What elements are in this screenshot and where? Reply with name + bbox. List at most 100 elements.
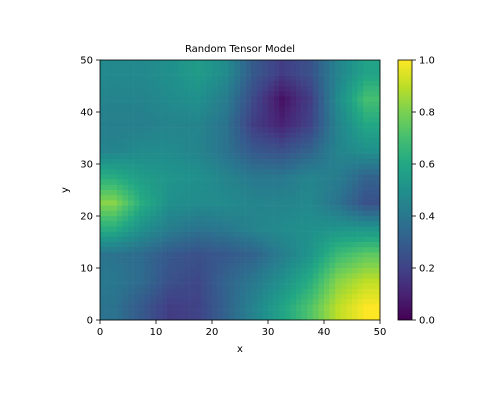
heatmap-cell [234,210,241,217]
heatmap-cell [368,252,375,258]
heatmap-cell [307,247,314,253]
heatmap-cell [262,138,269,144]
heatmap-cell [172,164,179,170]
heatmap-cell [318,247,325,253]
heatmap-cell [150,60,157,66]
y-tick-label: 50 [80,56,93,67]
heatmap-cell [324,231,330,238]
heatmap-cell [279,112,286,118]
heatmap-cell [273,132,280,139]
heatmap-cell [178,288,185,295]
heatmap-cell [245,268,252,274]
heatmap-cell [150,195,157,201]
heatmap-cell [178,169,185,175]
heatmap-cell [262,257,269,264]
heatmap-cell [167,80,174,87]
heatmap-cell [363,101,370,108]
heatmap-cell [128,216,134,222]
heatmap-cell [156,262,162,269]
heatmap-cell [312,205,319,212]
heatmap-cell [312,184,319,191]
heatmap-cell [156,242,162,248]
heatmap-cell [279,231,286,238]
heatmap-cell [156,143,162,149]
heatmap-cell [172,60,179,66]
heatmap-cell [329,86,336,92]
heatmap-cell [167,309,174,316]
heatmap-cell [374,101,381,108]
heatmap-cell [105,200,112,206]
heatmap-cell [100,158,106,165]
heatmap-cell [312,252,319,258]
heatmap-cell [100,216,106,222]
heatmap-cell [357,96,364,102]
heatmap-cell [150,101,157,108]
heatmap-cell [111,86,118,92]
heatmap-cell [172,216,179,222]
heatmap-cell [262,174,269,180]
heatmap-cell [284,179,291,186]
heatmap-cell [268,70,274,76]
heatmap-cell [273,210,280,217]
heatmap-cell [368,158,375,165]
heatmap-cell [256,304,263,310]
heatmap-cell [324,86,330,92]
heatmap-cell [262,132,269,139]
heatmap-cell [318,143,325,149]
heatmap-cell [273,195,280,201]
heatmap-cell [111,294,118,300]
heatmap-cell [307,257,314,264]
x-tick-label: 40 [318,327,331,338]
colorbar-tick-label: 0.6 [419,160,435,171]
heatmap-cell [335,288,342,295]
heatmap-cell [262,200,269,206]
heatmap-cell [301,101,308,108]
heatmap-cell [301,252,308,258]
heatmap-cell [133,65,140,71]
heatmap-cell [245,148,252,154]
heatmap-cell [128,112,134,118]
heatmap-cell [284,257,291,264]
heatmap-cell [116,314,123,321]
heatmap-cell [234,205,241,212]
heatmap-cell [290,169,297,175]
heatmap-cell [223,294,230,300]
heatmap-cell [128,179,134,186]
heatmap-cell [240,127,246,134]
heatmap-cell [122,164,129,170]
heatmap-cell [161,138,168,144]
heatmap-cell [172,70,179,76]
heatmap-cell [206,70,213,76]
heatmap-cell [273,169,280,175]
heatmap-cell [150,164,157,170]
heatmap-cell [217,65,224,71]
heatmap-cell [111,132,118,139]
heatmap-cell [374,268,381,274]
heatmap-cell [150,210,157,217]
heatmap-cell [352,283,358,290]
colorbar-tick-label: 0.2 [419,264,435,275]
heatmap-cell [290,195,297,201]
heatmap-cell [206,231,213,238]
heatmap-cell [105,75,112,82]
heatmap-cell [167,164,174,170]
heatmap-cell [128,226,134,232]
heatmap-cell [144,283,151,290]
heatmap-cell [206,278,213,284]
heatmap-cell [139,164,146,170]
heatmap-cell [139,106,146,113]
heatmap-cell [161,195,168,201]
heatmap-cell [150,138,157,144]
heatmap-cell [240,236,246,243]
heatmap-cell [363,164,370,170]
heatmap-cell [262,242,269,248]
heatmap-cell [150,309,157,316]
heatmap-cell [240,91,246,97]
heatmap-cell [318,257,325,264]
heatmap-cell [256,164,263,170]
heatmap-cell [128,70,134,76]
heatmap-cell [256,216,263,222]
heatmap-cell [105,101,112,108]
heatmap-cell [374,242,381,248]
heatmap-cell [245,164,252,170]
